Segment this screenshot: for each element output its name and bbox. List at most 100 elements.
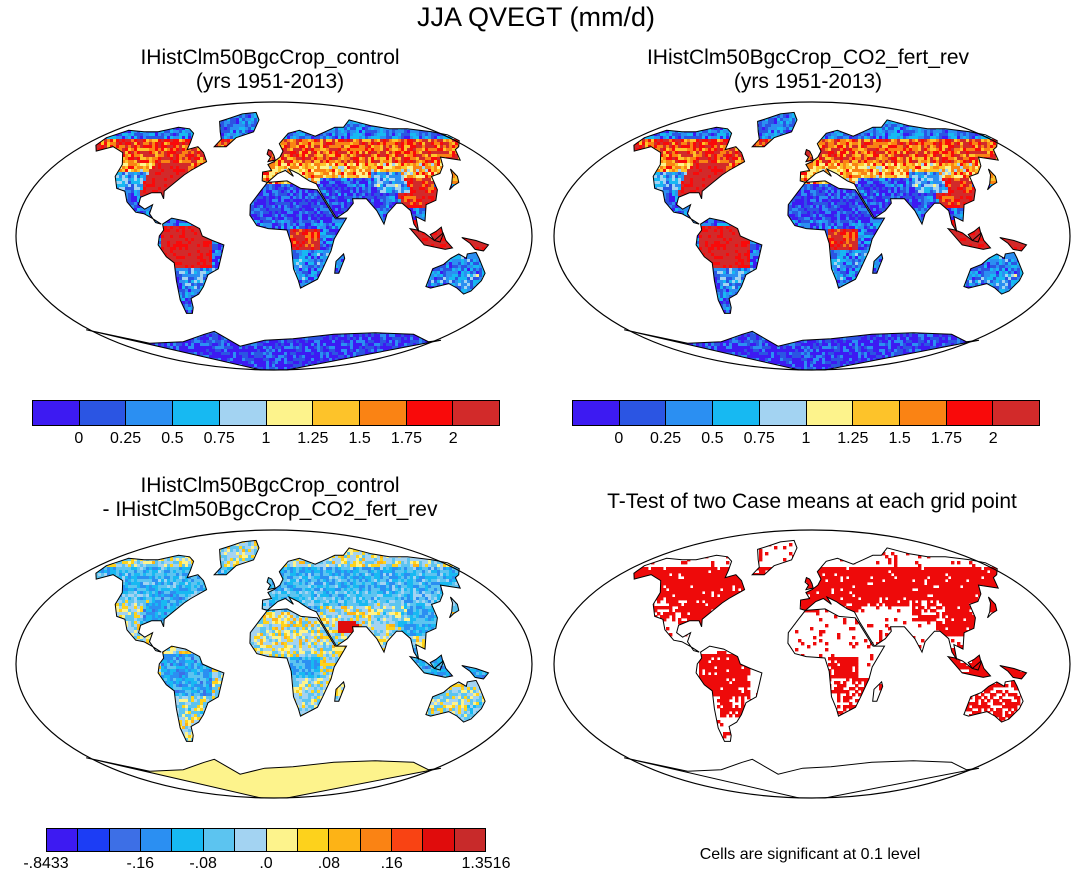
coastline-borneo [429,654,444,671]
colorbar-main-tick-label: 0.5 [161,430,183,448]
panel-title-diff-line1: IHistClm50BgcCrop_control [20,474,520,498]
colorbar-main-tick-label: 1 [802,430,811,448]
colorbar-diff-swatch [360,829,392,851]
map-frame [553,101,1071,371]
colorbar-diff-swatch [172,829,204,851]
panel-title-control-line1: IHistClm50BgcCrop_control [40,46,500,70]
coastline-africa [249,608,348,717]
coastline-uk [804,148,814,163]
colorbar-diff-swatch [454,829,486,851]
coastline-japan [449,168,460,191]
figure-title: JJA QVEGT (mm/d) [0,2,1072,33]
panel-title-diff-line2: - IHistClm50BgcCrop_CO2_fert_rev [20,498,520,522]
coastline-australia [425,679,486,723]
coastline-australia [963,679,1024,723]
colorbar-main-swatch [759,401,807,425]
coastline-greenland [213,539,260,576]
colorbar-main-swatch [313,401,360,425]
colorbar-diff-tick-label: .16 [381,855,403,873]
coastline-madagascar [334,252,346,274]
coastline-na [95,126,208,225]
colorbar-control [32,400,500,426]
colorbar-main-swatch [666,401,714,425]
coastline-uk [266,576,276,591]
colorbar-main-tick-label: 2 [989,430,998,448]
colorbar-control-labels: 0 0.25 0.5 0.75 1 1.25 1.5 1.75 2 [32,430,500,450]
colorbar-diff-tick-label: -.16 [126,855,154,873]
colorbar-main-tick-label: 1.75 [391,430,422,448]
colorbar-main-swatch [33,401,80,425]
coastline-antarctica [623,757,980,799]
coastline-na [633,554,746,653]
panel-title-ttest: T-Test of two Case means at each grid po… [552,490,1072,514]
map-control [15,101,533,371]
coastline-eurasia [799,547,1000,660]
colorbar-diff-swatch [235,829,267,851]
colorbar-difference-labels: -.8433 -.16 -.08 .0 .08 .16 1.3516 [23,855,510,875]
colorbar-main-tick-label: 0.75 [204,430,235,448]
colorbar-main-swatch [713,401,760,425]
colorbar-main-tick-label: 0.75 [744,430,775,448]
colorbar-main-tick-label: 1.25 [297,430,328,448]
coastline-madagascar [872,252,884,274]
coastline-antarctica [623,329,980,371]
coastline-uk [266,148,276,163]
colorbar-diff-swatch [266,829,298,851]
significance-note: Cells are significant at 0.1 level [600,846,1020,864]
coastline-antarctica [85,757,442,799]
coastline-na [95,554,208,653]
coastline-na [633,126,746,225]
coastline-japan [987,596,998,619]
colorbar-main-swatch [219,401,267,425]
coastline-greenland [751,111,798,148]
colorbar-difference [46,828,486,852]
colorbar-main-swatch [619,401,667,425]
coastline-eurasia [799,119,1000,232]
coastline-africa [249,180,348,289]
coastline-indonesia [408,655,454,678]
colorbar-diff-tick-label: .08 [318,855,340,873]
coastline-sa [157,217,225,314]
colorbar-diff-tick-label: -.08 [189,855,217,873]
coastline-japan [449,596,460,619]
coastline-sa [157,645,225,742]
colorbar-main-swatch [79,401,127,425]
coastline-greenland [751,539,798,576]
colorbar-main-swatch [266,401,314,425]
coastline-uk [804,576,814,591]
colorbar-main-tick-label: 1.25 [837,430,868,448]
colorbar-main-swatch [806,401,854,425]
colorbar-diff-tick-label: -.8433 [23,855,68,873]
map-frame [15,101,533,371]
colorbar-main-swatch [993,401,1040,425]
map-frame [553,529,1071,799]
colorbar-main-swatch [453,401,500,425]
colorbar-main-tick-label: 0 [614,430,623,448]
panel-title-control: IHistClm50BgcCrop_control (yrs 1951-2013… [40,46,500,94]
colorbar-diff-tick-label: 1.3516 [462,855,511,873]
map-difference [15,529,533,799]
coastline-madagascar [872,680,884,702]
colorbar-diff-swatch [141,829,173,851]
colorbar-diff-swatch [423,829,455,851]
panel-title-co2: IHistClm50BgcCrop_CO2_fert_rev (yrs 1951… [578,46,1038,94]
colorbar-main-swatch [359,401,407,425]
coastline-eurasia [261,547,462,660]
coastline-australia [425,251,486,295]
colorbar-main-swatch [853,401,900,425]
colorbar-main-swatch [406,401,454,425]
colorbar-main-tick-label: 0 [74,430,83,448]
colorbar-main-swatch [173,401,220,425]
coastline-sa [695,217,763,314]
colorbar-main-swatch [946,401,994,425]
coastline-madagascar [334,680,346,702]
colorbar-main-tick-label: 0.5 [701,430,723,448]
colorbar-co2-labels: 0 0.25 0.5 0.75 1 1.25 1.5 1.75 2 [572,430,1040,450]
coastline-greenland [213,111,260,148]
colorbar-main-tick-label: 0.25 [110,430,141,448]
coastline-indonesia [408,227,454,250]
colorbar-main-swatch [573,401,620,425]
coastline-newguinea [999,665,1028,680]
colorbar-main-swatch [899,401,947,425]
coastline-newguinea [461,665,490,680]
